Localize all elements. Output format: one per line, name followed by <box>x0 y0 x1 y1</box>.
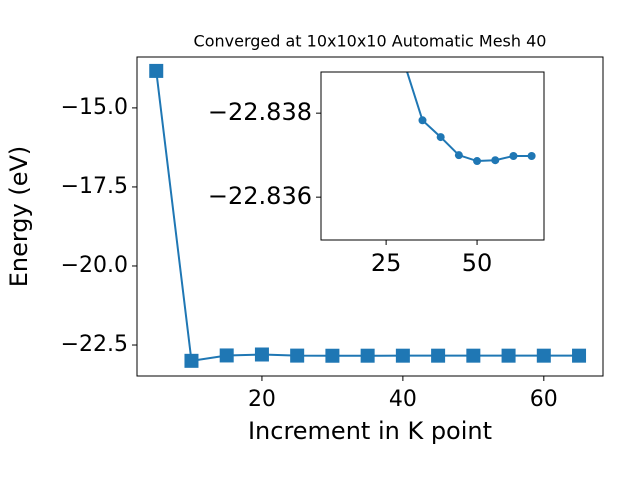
marker <box>325 348 340 363</box>
x-tick-label: 50 <box>462 249 493 277</box>
marker <box>572 348 587 363</box>
marker <box>360 348 375 363</box>
marker <box>509 152 518 160</box>
x-tick-label: 20 <box>248 387 276 412</box>
y-tick-label: −15.0 <box>61 95 128 120</box>
marker <box>491 156 500 165</box>
marker <box>501 348 516 363</box>
marker <box>473 157 482 166</box>
inset-area <box>321 72 544 240</box>
chart-title: Converged at 10x10x10 Automatic Mesh 40 <box>194 32 547 51</box>
y-tick-label: −22.5 <box>61 332 128 357</box>
y-tick-label: −17.5 <box>61 174 128 199</box>
marker <box>290 348 305 363</box>
y-tick-label: −22.836 <box>208 182 312 210</box>
x-tick-label: 60 <box>530 387 558 412</box>
marker <box>395 348 410 363</box>
y-axis-label: Energy (eV) <box>5 146 33 288</box>
marker <box>436 133 445 142</box>
axes-frame <box>320 71 545 241</box>
marker <box>466 348 481 363</box>
y-tick-label: −22.838 <box>208 98 312 126</box>
marker <box>184 353 199 368</box>
marker <box>454 151 463 160</box>
axes-frame <box>136 56 604 377</box>
marker <box>219 348 234 363</box>
x-axis-label: Increment in K point <box>248 417 492 445</box>
plot-content <box>406 72 536 166</box>
plot-content <box>149 63 587 368</box>
x-tick-label: 40 <box>389 387 417 412</box>
marker <box>536 348 551 363</box>
y-tick-label: −20.0 <box>61 253 128 278</box>
marker <box>527 152 536 160</box>
marker <box>431 348 446 363</box>
marker <box>418 116 427 125</box>
marker <box>149 63 164 78</box>
x-tick-label: 25 <box>371 249 402 277</box>
marker <box>254 347 269 362</box>
